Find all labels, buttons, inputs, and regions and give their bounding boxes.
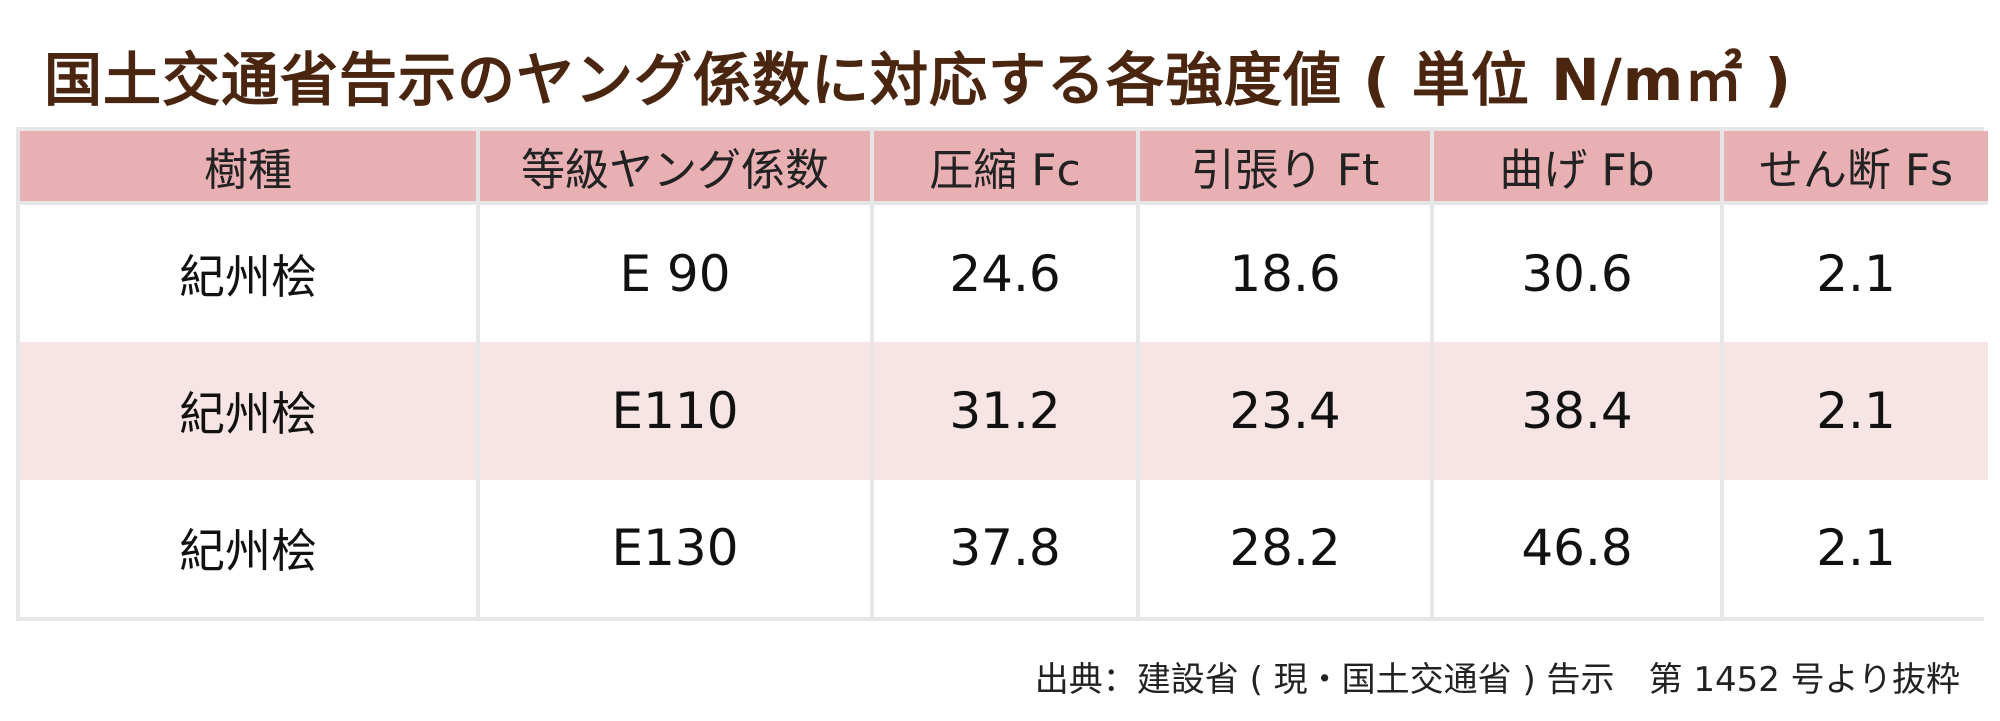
source-citation: 出典：建設省 ( 現・国土交通省 ) 告示 第 1452 号より抜粋 <box>1034 660 1960 700</box>
header-species: 樹種 <box>20 131 480 205</box>
cell-compression: 31.2 <box>874 342 1140 480</box>
cell-compression: 24.6 <box>874 205 1140 343</box>
table-row: 紀州桧 E 90 24.6 18.6 30.6 2.1 <box>20 205 1988 343</box>
header-bending: 曲げ Fb <box>1434 131 1724 205</box>
cell-compression: 37.8 <box>874 479 1140 617</box>
table-row: 紀州桧 E110 31.2 23.4 38.4 2.1 <box>20 342 1988 480</box>
cell-bending: 46.8 <box>1434 479 1724 617</box>
cell-tension: 23.4 <box>1140 342 1434 480</box>
cell-species: 紀州桧 <box>20 205 480 343</box>
cell-shear: 2.1 <box>1724 479 1988 617</box>
cell-grade: E130 <box>480 479 874 617</box>
table-header-row: 樹種 等級ヤング係数 圧縮 Fc 引張り Ft 曲げ Fb せん断 Fs <box>20 131 1988 205</box>
header-tension: 引張り Ft <box>1140 131 1434 205</box>
header-shear: せん断 Fs <box>1724 131 1988 205</box>
header-grade: 等級ヤング係数 <box>480 131 874 205</box>
cell-species: 紀州桧 <box>20 342 480 480</box>
strength-table-container: 樹種 等級ヤング係数 圧縮 Fc 引張り Ft 曲げ Fb せん断 Fs 紀州桧… <box>16 127 1988 621</box>
cell-grade: E 90 <box>480 205 874 343</box>
cell-shear: 2.1 <box>1724 342 1988 480</box>
table-row: 紀州桧 E130 37.8 28.2 46.8 2.1 <box>20 479 1988 617</box>
cell-species: 紀州桧 <box>20 479 480 617</box>
cell-bending: 38.4 <box>1434 342 1724 480</box>
cell-grade: E110 <box>480 342 874 480</box>
page-title: 国土交通省告示のヤング係数に対応する各強度値 ( 単位 N/m㎡ ) <box>44 46 1792 114</box>
strength-table: 樹種 等級ヤング係数 圧縮 Fc 引張り Ft 曲げ Fb せん断 Fs 紀州桧… <box>20 131 1988 617</box>
cell-tension: 18.6 <box>1140 205 1434 343</box>
header-compression: 圧縮 Fc <box>874 131 1140 205</box>
cell-shear: 2.1 <box>1724 205 1988 343</box>
cell-tension: 28.2 <box>1140 479 1434 617</box>
cell-bending: 30.6 <box>1434 205 1724 343</box>
